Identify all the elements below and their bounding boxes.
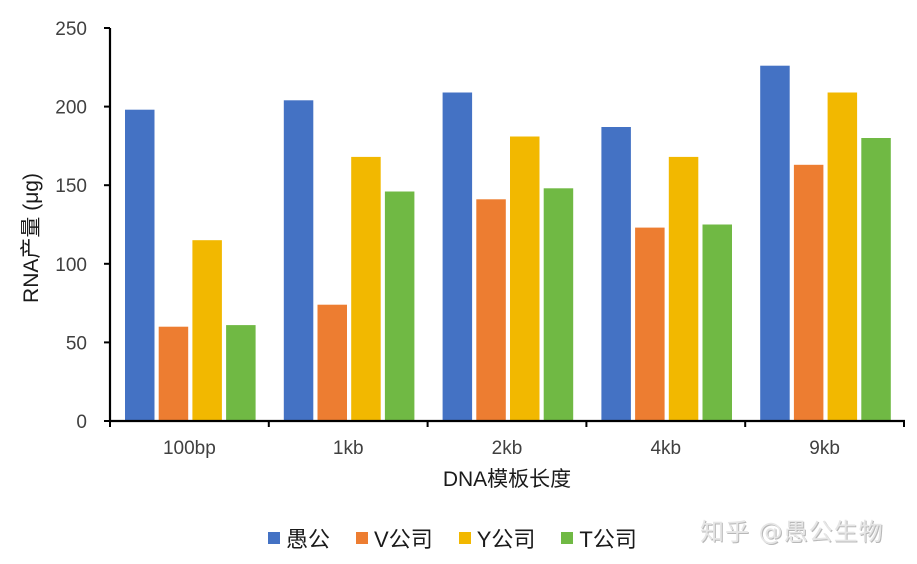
legend-item: V公司 (356, 522, 433, 554)
bar (861, 138, 891, 421)
legend-swatch (356, 532, 369, 544)
category-group (601, 127, 732, 421)
bar (226, 325, 256, 421)
x-tick-label: 4kb (650, 438, 681, 459)
bar (793, 164, 824, 422)
x-axis-title: DNA模板长度 (443, 468, 571, 491)
bar (827, 92, 858, 421)
bar (283, 100, 314, 422)
bar (125, 109, 155, 421)
bar (702, 224, 732, 421)
bar-series-group (125, 65, 891, 422)
bar (476, 199, 506, 421)
legend-swatch (458, 532, 471, 544)
y-axis-title: RNA产量 (μg) (20, 173, 43, 303)
x-tick-label: 9kb (809, 438, 840, 459)
bar (510, 136, 540, 421)
x-axis: 100bp 1kb 2kb 4kb 9kb (109, 419, 905, 459)
x-tick-label: 100bp (163, 438, 216, 459)
legend-swatch (268, 532, 280, 544)
bar (760, 65, 790, 421)
legend-item: 愚公 (268, 522, 330, 554)
bar (601, 127, 631, 421)
y-tick-label: 50 (66, 333, 87, 354)
category-group (760, 65, 891, 422)
bar (317, 304, 347, 421)
y-tick-label: 100 (55, 255, 87, 276)
legend-swatch (561, 532, 574, 544)
bar (442, 92, 473, 421)
y-tick-label: 250 (55, 19, 87, 40)
bar (635, 227, 665, 421)
category-group (283, 100, 415, 422)
y-tick-label: 0 (76, 412, 87, 433)
legend-label: 愚公 (286, 527, 331, 552)
bar (158, 326, 189, 421)
legend-label: Y公司 (476, 527, 536, 552)
watermark: 知乎 @愚公生物 (700, 518, 884, 546)
bar (192, 240, 222, 421)
category-group (442, 92, 574, 421)
y-tick-label: 200 (55, 98, 87, 119)
legend-item: T公司 (561, 522, 637, 554)
bar (384, 191, 415, 421)
y-axis: 0 50 100 150 200 250 (55, 19, 112, 433)
bar (668, 156, 699, 421)
legend-label: T公司 (579, 527, 637, 552)
legend-label: V公司 (374, 527, 433, 552)
x-tick-label: 1kb (333, 438, 364, 459)
x-tick-label: 2kb (492, 438, 523, 459)
bar (351, 156, 381, 421)
bar (543, 188, 574, 421)
legend-item: Y公司 (458, 522, 536, 554)
chart-legend: 愚公 V公司 Y公司 T公司 (268, 522, 637, 554)
y-tick-label: 150 (55, 176, 87, 197)
category-group (125, 109, 256, 421)
